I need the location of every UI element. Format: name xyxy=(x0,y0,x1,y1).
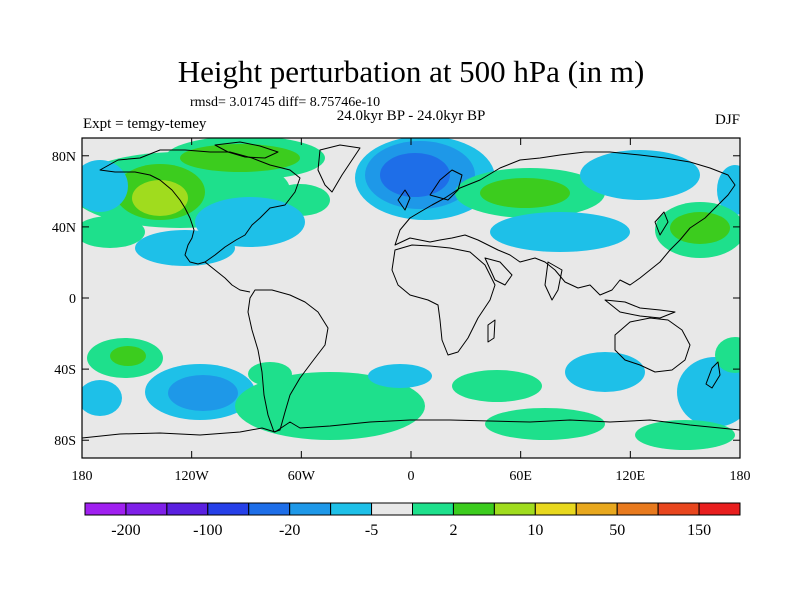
colorbar-label: -5 xyxy=(365,522,378,539)
colorbar-swatch xyxy=(84,502,127,516)
coastline-greenland xyxy=(317,144,361,193)
y-tick-label: 80S xyxy=(54,434,76,449)
coastline-india xyxy=(544,261,563,301)
x-tick-label: 180 xyxy=(730,469,751,484)
colorbar-label: -100 xyxy=(193,522,222,539)
coastline-japan xyxy=(654,211,669,236)
anomaly-region xyxy=(82,380,122,416)
y-tick-label: 0 xyxy=(69,292,76,307)
y-tick-label: 80N xyxy=(52,150,76,165)
colorbar-label: -200 xyxy=(111,522,140,539)
colorbar: -200 -100 -20 -5 2 10 50 150 xyxy=(84,502,741,539)
colorbar-swatch xyxy=(330,502,373,516)
colorbar-swatch xyxy=(248,502,291,516)
colorbar-swatch xyxy=(698,502,741,516)
colorbar-label: 50 xyxy=(609,522,625,539)
x-tick-label: 60W xyxy=(288,469,316,484)
experiment-label: Expt = temgy-temey xyxy=(83,116,207,132)
anomaly-region xyxy=(132,180,188,216)
anomaly-region xyxy=(110,346,146,366)
coastline-layer xyxy=(82,141,740,439)
anomaly-region xyxy=(82,160,128,212)
anomaly-region xyxy=(368,364,432,388)
axis-ticks: 180 120W 60W 0 60E 120E 180 80N 40N 0 40S 80S xyxy=(52,138,751,484)
coastline-eurasia xyxy=(394,151,736,296)
subtitle-label: 24.0kyr BP - 24.0kyr BP xyxy=(337,108,486,124)
colorbar-swatch xyxy=(452,502,495,516)
y-tick-label: 40S xyxy=(54,363,76,378)
stats-label: rmsd= 3.01745 diff= 8.75746e-10 xyxy=(190,95,380,110)
colorbar-swatch xyxy=(657,502,700,516)
colorbar-swatch xyxy=(412,502,454,516)
anomaly-region xyxy=(670,212,730,244)
x-tick-label: 180 xyxy=(72,469,93,484)
anomaly-region xyxy=(135,230,235,266)
anomaly-region xyxy=(717,165,740,215)
coastline-australia xyxy=(614,317,691,373)
colorbar-swatch xyxy=(493,502,536,516)
colorbar-label: 2 xyxy=(449,522,457,539)
colorbar-label: -20 xyxy=(279,522,300,539)
anomaly-region xyxy=(235,372,425,440)
colorbar-swatch xyxy=(534,502,577,516)
anomaly-region xyxy=(677,357,740,427)
colorbar-label: 150 xyxy=(687,522,711,539)
anomaly-region xyxy=(195,197,305,247)
x-tick-label: 120W xyxy=(175,469,210,484)
anomaly-region xyxy=(248,362,292,386)
colorbar-label: 10 xyxy=(527,522,543,539)
anomaly-region xyxy=(565,352,645,392)
colorbar-swatch xyxy=(289,502,332,516)
colorbar-swatch xyxy=(166,502,209,516)
coastline-new-zealand xyxy=(705,361,721,389)
colorbar-swatch xyxy=(125,502,168,516)
anomaly-region xyxy=(452,370,542,402)
coastline-north-america xyxy=(99,149,301,265)
coastline-africa xyxy=(391,244,496,356)
chart-title: Height perturbation at 500 hPa (in m) xyxy=(178,54,645,89)
coastline-british-isles xyxy=(397,189,411,211)
coastline-indonesia xyxy=(604,299,676,319)
colorbar-swatch xyxy=(371,502,413,516)
season-label: DJF xyxy=(715,112,740,128)
anomaly-region xyxy=(82,216,145,248)
anomaly-region xyxy=(580,150,700,200)
coastline-scandinavia xyxy=(429,169,463,201)
anomaly-region xyxy=(485,408,605,440)
coastline-central-america xyxy=(204,261,251,293)
anomaly-region xyxy=(715,337,740,373)
map-area: 180 120W 60W 0 60E 120E 180 80N 40N 0 40S 80S xyxy=(52,137,751,484)
anomaly-fill-layer xyxy=(82,138,740,450)
coastline-madagascar xyxy=(487,319,496,343)
anomaly-region xyxy=(490,212,630,252)
anomaly-region xyxy=(380,153,450,197)
y-tick-label: 40N xyxy=(52,221,76,236)
coastline-arabia xyxy=(484,257,513,286)
anomaly-region xyxy=(480,178,570,208)
colorbar-swatch xyxy=(207,502,250,516)
coastline-arctic-islands xyxy=(214,141,279,159)
x-tick-label: 60E xyxy=(509,469,532,484)
colorbar-swatch xyxy=(616,502,659,516)
coastline-south-america xyxy=(247,289,329,433)
colorbar-swatch xyxy=(575,502,618,516)
x-tick-label: 0 xyxy=(408,469,415,484)
x-tick-label: 120E xyxy=(616,469,646,484)
anomaly-region xyxy=(168,375,238,411)
coastline-antarctica xyxy=(82,419,740,439)
